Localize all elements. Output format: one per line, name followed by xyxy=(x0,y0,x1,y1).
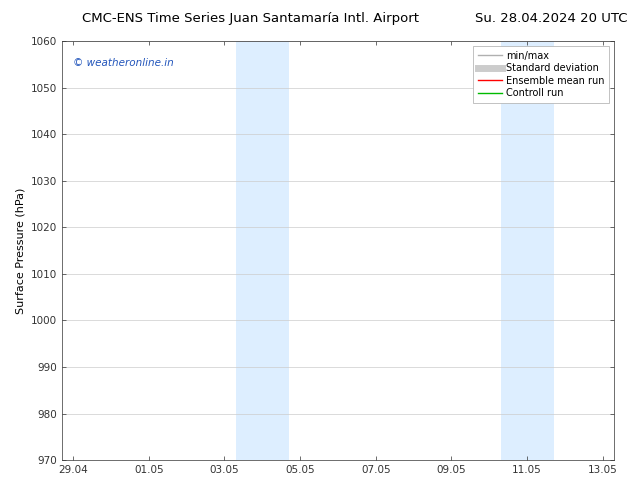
Y-axis label: Surface Pressure (hPa): Surface Pressure (hPa) xyxy=(15,187,25,314)
Bar xyxy=(236,41,288,460)
Text: CMC-ENS Time Series Juan Santamaría Intl. Airport: CMC-ENS Time Series Juan Santamaría Intl… xyxy=(82,12,420,25)
Bar xyxy=(501,41,553,460)
Text: © weatheronline.in: © weatheronline.in xyxy=(73,58,174,68)
Text: Su. 28.04.2024 20 UTC: Su. 28.04.2024 20 UTC xyxy=(475,12,628,25)
Legend: min/max, Standard deviation, Ensemble mean run, Controll run: min/max, Standard deviation, Ensemble me… xyxy=(473,46,609,103)
